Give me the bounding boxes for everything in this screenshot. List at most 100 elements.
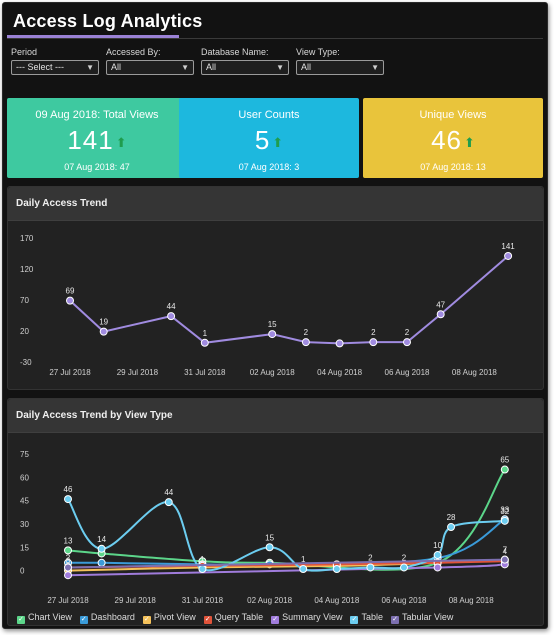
data-label: 2 [66,553,71,562]
data-label: 2 [304,328,309,337]
title-divider [7,38,543,39]
page-title: Access Log Analytics [13,11,203,31]
database-name-select[interactable]: All ▼ [201,60,289,75]
data-label: 46 [64,485,73,494]
data-label: 1 [200,555,205,564]
data-point[interactable] [433,551,442,560]
x-tick-label: 29 Jul 2018 [115,596,157,605]
chevron-down-icon: ▼ [371,63,379,72]
data-point[interactable] [64,563,72,572]
x-tick-label: 06 Aug 2018 [382,596,427,605]
series-line [67,558,505,569]
kpi-footer: 07 Aug 2018: 13 [420,162,486,172]
data-label: 14 [97,535,106,544]
y-tick-label: 45 [20,497,29,506]
checkbox-icon: ✓ [79,616,88,624]
period-select[interactable]: --- Select --- ▼ [11,60,99,75]
data-label: 0 [66,557,71,566]
y-tick-label: 15 [20,543,29,552]
data-point[interactable] [369,338,378,347]
data-point[interactable] [167,312,176,321]
period-filter: Period --- Select --- ▼ [11,47,99,75]
kpi-value: 5 [254,125,271,155]
data-point[interactable] [400,563,408,572]
data-point[interactable] [301,338,310,347]
data-point[interactable] [436,310,445,319]
view-type-select[interactable]: All ▼ [296,60,384,75]
data-point[interactable] [447,523,456,532]
data-point[interactable] [332,565,341,574]
database-name-select-value: All [206,62,217,72]
data-point[interactable] [66,296,74,305]
up-arrow-icon: ⬆ [272,135,284,150]
y-tick-label: 0 [20,567,25,576]
panel-title: Daily Access Trend [8,187,543,221]
legend-item[interactable]: ✓ Dashboard [79,612,135,624]
accessed-by-select[interactable]: All ▼ [106,60,194,75]
data-point[interactable] [265,543,274,552]
data-point[interactable] [64,546,72,555]
data-point[interactable] [200,338,209,347]
kpi-footer: 07 Aug 2018: 3 [238,162,300,172]
data-point[interactable] [366,563,375,572]
data-label: 44 [164,488,173,497]
view-type-select-value: All [301,62,312,72]
data-point[interactable] [268,330,277,339]
data-label: 33 [500,505,509,514]
total-views-card: 09 Aug 2018: Total Views 141 ⬆ 07 Aug 201… [7,98,187,178]
data-label: 44 [167,302,176,311]
x-tick-label: 02 Aug 2018 [247,596,292,605]
data-point[interactable] [299,565,308,574]
x-tick-label: 06 Aug 2018 [385,368,430,377]
y-tick-label: 170 [20,234,34,243]
y-tick-label: 70 [20,296,29,305]
legend-label: Query Table [214,612,264,622]
title-underline [7,35,179,38]
data-label: 7 [503,546,508,555]
data-point[interactable] [64,495,72,504]
legend-label: Pivot View [153,612,196,622]
legend-item[interactable]: ✓ Table [350,612,383,624]
legend-item[interactable]: ✓ Tabular View [391,612,453,624]
accessed-by-filter: Accessed By: All ▼ [106,47,194,75]
data-point[interactable] [403,338,411,347]
data-point[interactable] [500,516,509,525]
database-name-filter: Database Name: All ▼ [201,47,289,75]
data-point[interactable] [335,339,344,348]
data-point[interactable] [164,498,173,507]
data-point[interactable] [99,327,108,336]
legend-label: Table [361,612,383,622]
daily-access-trend-panel: Daily Access Trend 170 120 70 20 -30 27 Jul 2… [7,186,544,390]
up-arrow-icon: ⬆ [115,135,127,150]
x-tick-label: 31 Jul 2018 [184,368,226,377]
accessed-by-select-value: All [111,62,122,72]
data-point[interactable] [433,563,442,572]
x-tick-label: 31 Jul 2018 [182,596,224,605]
x-tick-label: 29 Jul 2018 [117,368,159,377]
data-point[interactable] [198,565,207,574]
data-label: 2 [368,553,373,562]
legend-item[interactable]: ✓ Summary View [271,612,342,624]
legend-item[interactable]: ✓ Query Table [203,612,264,624]
data-point[interactable] [500,555,509,564]
kpi-value: 141 [67,125,114,155]
data-point[interactable] [97,558,106,567]
kpi-title: 09 Aug 2018: Total Views [35,109,159,121]
x-tick-label: 27 Jul 2018 [47,596,89,605]
legend-item[interactable]: ✓ Pivot View [142,612,196,624]
y-tick-label: 20 [20,327,29,336]
data-point[interactable] [504,251,513,260]
data-label: 13 [64,536,73,545]
period-label: Period [11,47,38,57]
data-point[interactable] [500,465,509,474]
checkbox-icon: ✓ [203,616,212,624]
chart-legend: ✓ Chart View ✓ Dashboard ✓ Pivot View ✓ Query T… [17,612,461,624]
data-point[interactable] [97,544,106,553]
legend-label: Summary View [282,612,343,622]
x-tick-label: 02 Aug 2018 [250,368,295,377]
up-arrow-icon: ⬆ [464,135,475,150]
y-tick-label: 75 [20,450,29,459]
data-point[interactable] [64,571,72,580]
legend-item[interactable]: ✓ Chart View [17,612,72,624]
data-label: 1 [203,329,208,338]
